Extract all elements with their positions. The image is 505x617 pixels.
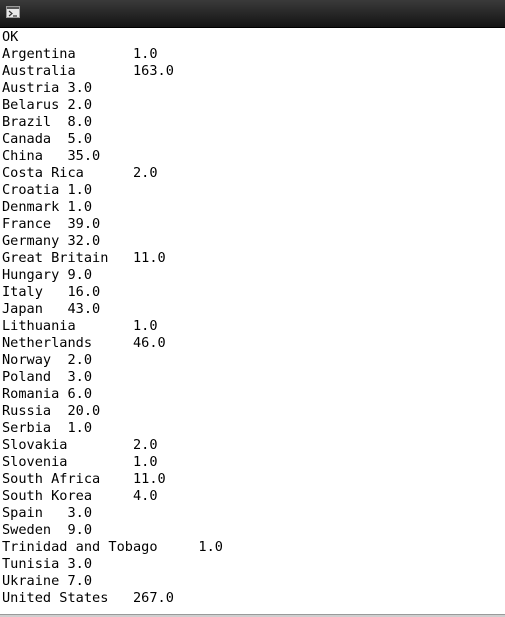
output-line: Belarus 2.0 [2,97,93,113]
output-line: Costa Rica 2.0 [2,165,158,181]
output-line: Lithuania 1.0 [2,318,158,334]
output-line: Spain 3.0 [2,505,93,521]
output-line: Poland 3.0 [2,369,93,385]
output-line: South Korea 4.0 [2,488,158,504]
output-line: Germany 32.0 [2,233,101,249]
output-line: Japan 43.0 [2,301,101,317]
output-line: Trinidad and Tobago 1.0 [2,539,223,555]
output-line: Netherlands 46.0 [2,335,166,351]
output-line: Denmark 1.0 [2,199,93,215]
output-line: Tunisia 3.0 [2,556,93,572]
terminal-output: OK Argentina 1.0 Australia 163.0 Austria 3.… [2,29,502,607]
output-line: Sweden 9.0 [2,522,93,538]
output-line: France 39.0 [2,216,101,232]
output-line: China 35.0 [2,148,101,164]
output-line: Brazil 8.0 [2,114,93,130]
output-line: Austria 3.0 [2,80,93,96]
output-line: South Africa 11.0 [2,471,166,487]
window-bottom-border [0,614,505,617]
output-line: Italy 16.0 [2,284,101,300]
output-line: Ukraine 7.0 [2,573,93,589]
output-line: Canada 5.0 [2,131,93,147]
title-bar[interactable] [0,0,505,28]
output-line: OK [2,29,19,45]
output-line: United States 267.0 [2,590,174,606]
output-line: Argentina 1.0 [2,46,158,62]
output-line: Norway 2.0 [2,352,93,368]
output-line: Serbia 1.0 [2,420,93,436]
output-line: Hungary 9.0 [2,267,93,283]
terminal-icon [6,6,20,18]
output-line: Croatia 1.0 [2,182,93,198]
output-line: Russia 20.0 [2,403,101,419]
output-line: Slovakia 2.0 [2,437,158,453]
output-line: Australia 163.0 [2,63,174,79]
output-line: Romania 6.0 [2,386,93,402]
output-line: Great Britain 11.0 [2,250,166,266]
output-line: Slovenia 1.0 [2,454,158,470]
